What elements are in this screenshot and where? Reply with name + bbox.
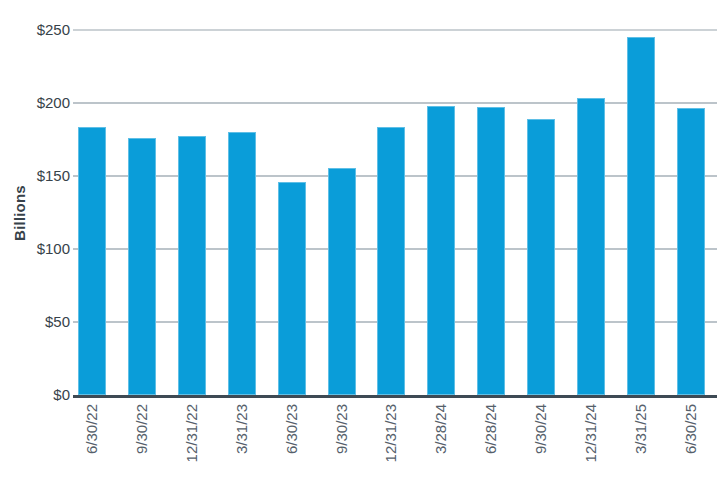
x-tick-label: 9/30/24 [533,404,549,476]
x-tick-cell: 9/30/22 [128,404,156,480]
bar-6-28-24 [477,107,505,395]
x-tick-label: 12/31/24 [583,404,599,476]
x-tick-cell: 6/30/22 [78,404,106,480]
x-tick-label: 9/30/22 [134,404,150,476]
x-tick-label: 3/31/25 [633,404,649,476]
x-tick-cell: 12/31/24 [577,404,605,480]
y-tick-label: $100 [0,241,70,257]
bar-6-30-23 [278,182,306,395]
x-tick-cell: 6/28/24 [477,404,505,480]
bar-12-31-22 [178,136,206,395]
bar-9-30-23 [328,168,356,395]
x-tick-cell: 6/30/23 [278,404,306,480]
bar-chart: Billions $0$50$100$150$200$250 6/30/229/… [0,0,720,494]
bars-group [78,27,705,395]
y-tick-label: $0 [0,387,70,403]
x-tick-label: 3/28/24 [433,404,449,476]
x-axis-line [73,395,717,398]
y-tick-label: $200 [0,95,70,111]
bar-6-30-25 [677,108,705,395]
x-tick-label: 6/30/23 [284,404,300,476]
x-tick-label: 3/31/23 [234,404,250,476]
x-tick-label: 6/28/24 [483,404,499,476]
x-tick-label: 6/30/22 [84,404,100,476]
bar-9-30-22 [128,138,156,395]
bar-6-30-22 [78,127,106,395]
x-tick-cell: 12/31/23 [377,404,405,480]
x-tick-label: 12/31/22 [184,404,200,476]
x-axis-tick-labels: 6/30/22 9/30/22 12/31/22 3/31/23 6/30/23 9/30… [78,404,705,480]
bar-12-31-23 [377,127,405,395]
x-tick-cell: 6/30/25 [677,404,705,480]
x-tick-cell: 9/30/24 [527,404,555,480]
bar-9-30-24 [527,119,555,395]
bar-3-28-24 [427,106,455,395]
y-tick-label: $50 [0,314,70,330]
x-tick-cell: 12/31/22 [178,404,206,480]
x-tick-label: 6/30/25 [683,404,699,476]
x-tick-cell: 3/28/24 [427,404,455,480]
bar-3-31-23 [228,132,256,395]
x-tick-cell: 3/31/23 [228,404,256,480]
x-tick-label: 9/30/23 [334,404,350,476]
y-tick-label: $150 [0,168,70,184]
x-tick-cell: 9/30/23 [328,404,356,480]
y-tick-label: $250 [0,22,70,38]
bar-3-31-25 [627,37,655,395]
x-tick-label: 12/31/23 [383,404,399,476]
x-tick-cell: 3/31/25 [627,404,655,480]
bar-12-31-24 [577,98,605,395]
